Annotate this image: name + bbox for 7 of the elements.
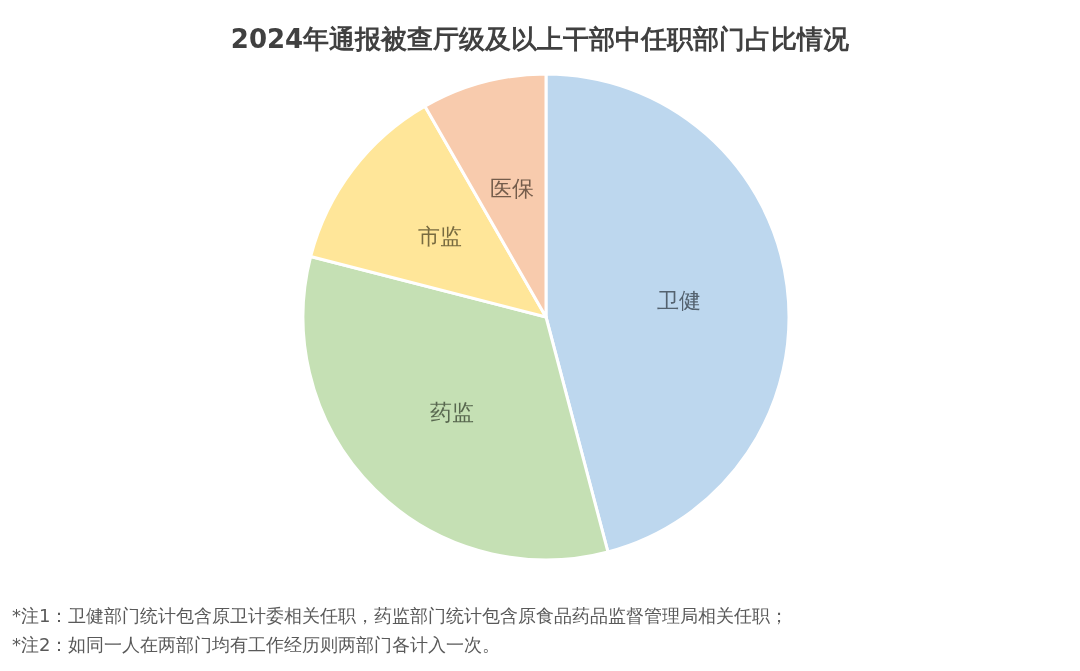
text: *注2：如同一人在两部门均有工作经历则两部门各计入一次。	[12, 634, 501, 655]
slice-label: 药监	[429, 399, 474, 425]
slice-label: 卫健	[656, 287, 701, 313]
chart-title: 2024年通报被查厅级及以上干部中任职部门占比情况	[230, 24, 851, 54]
slice-label: 医保	[489, 175, 534, 201]
text: *注1：卫健部门统计包含原卫计委相关任职，药监部门统计包含原食品药品监督管理局相关任职；	[12, 605, 789, 626]
slice-label: 市监	[417, 224, 462, 250]
